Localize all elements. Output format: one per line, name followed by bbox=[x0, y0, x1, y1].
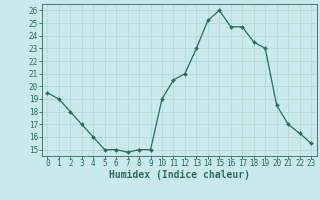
X-axis label: Humidex (Indice chaleur): Humidex (Indice chaleur) bbox=[109, 170, 250, 180]
